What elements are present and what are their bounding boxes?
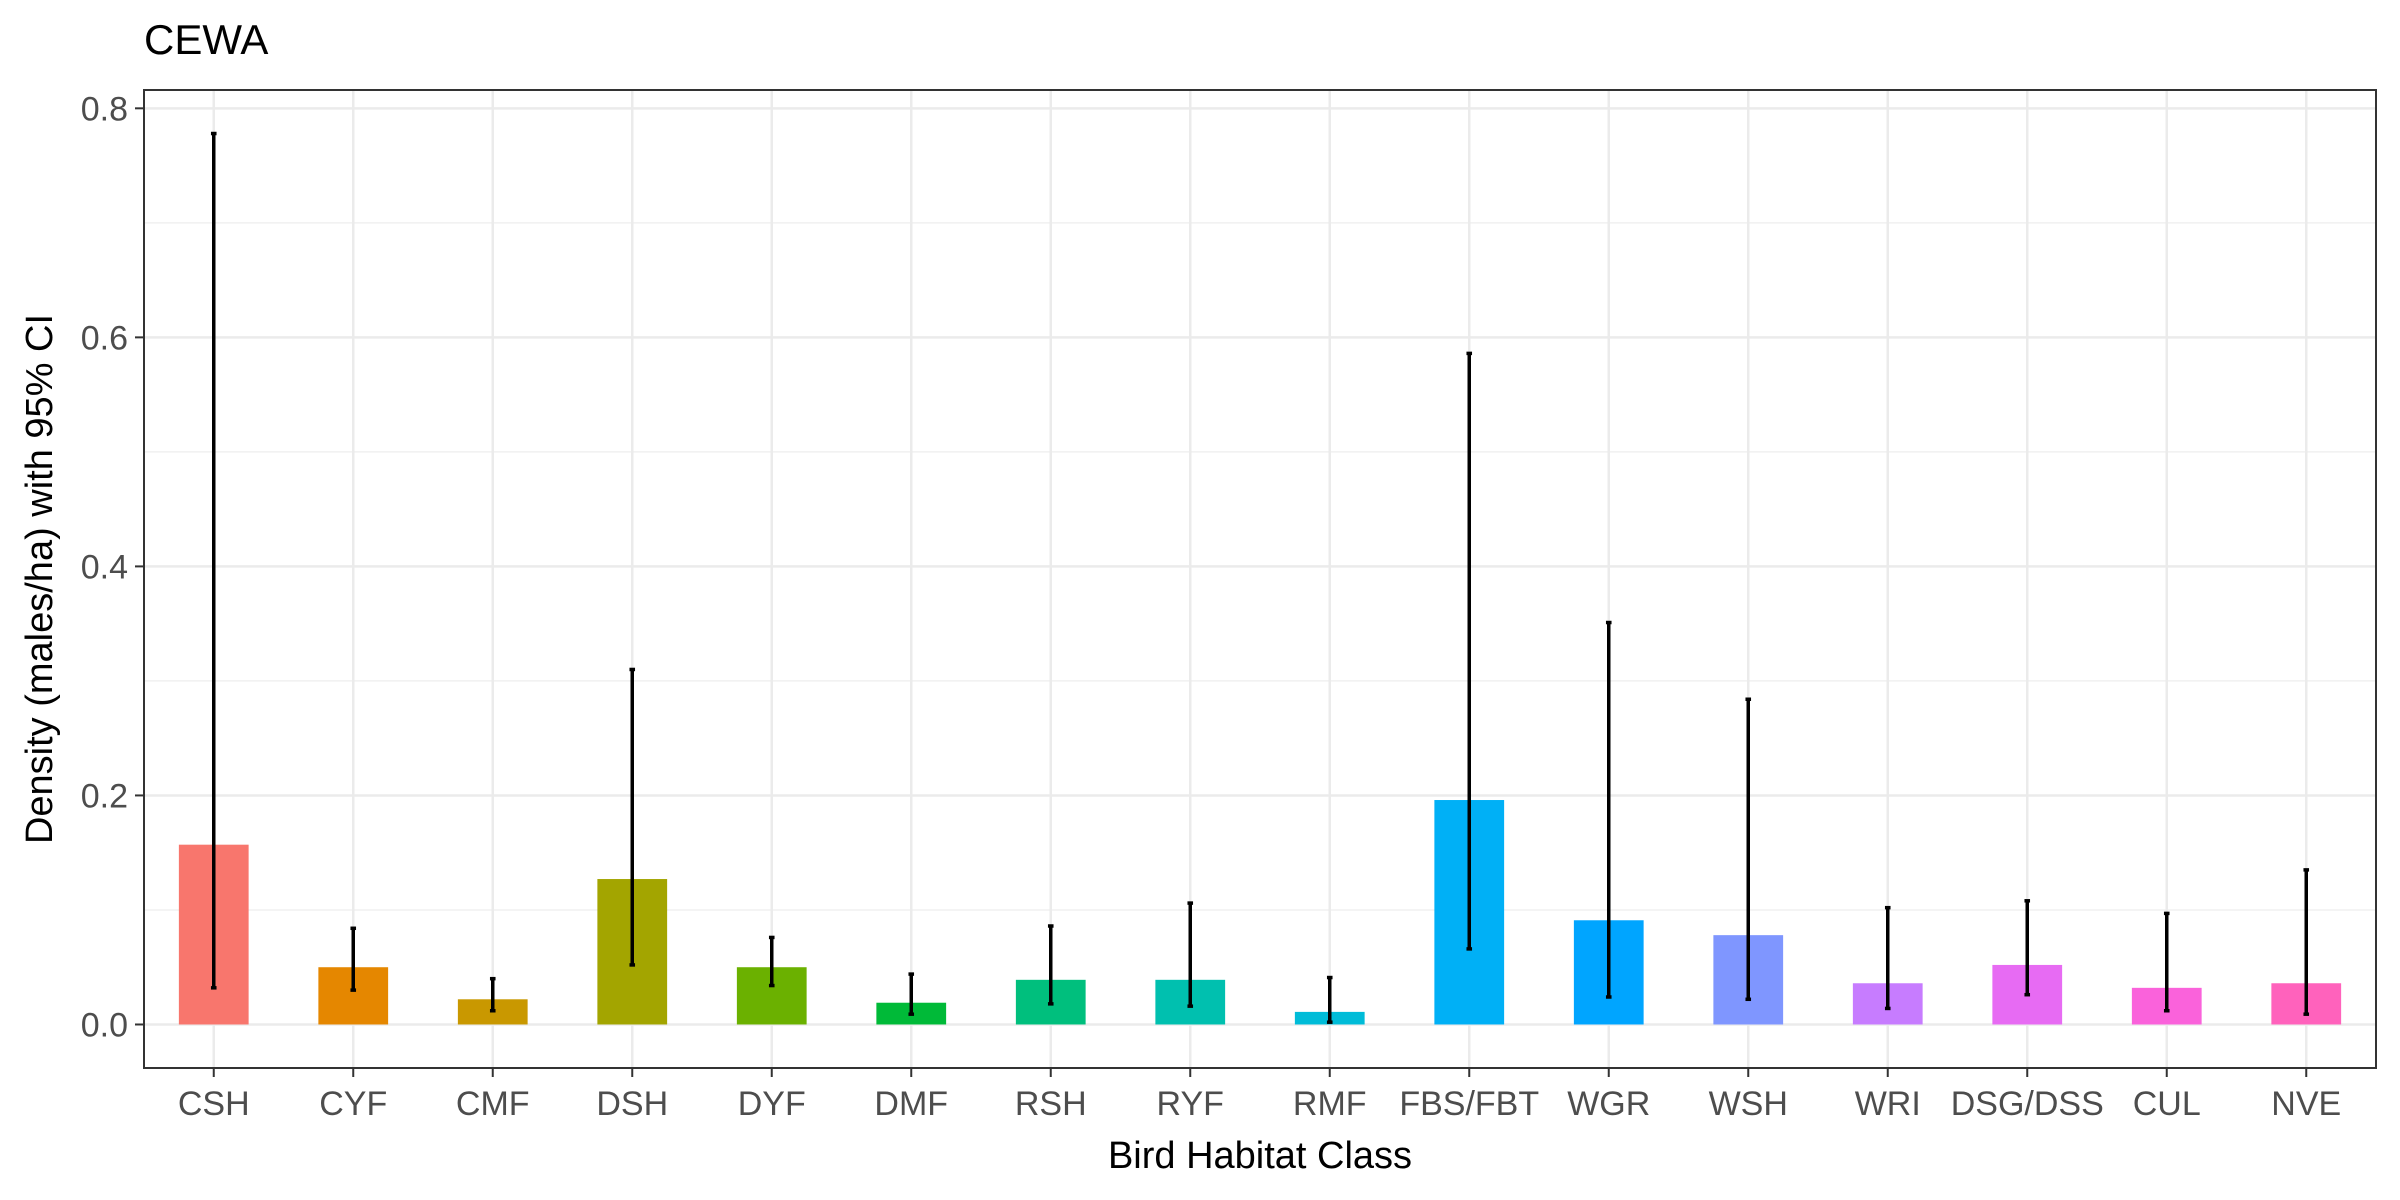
x-tick-label: NVE bbox=[2271, 1085, 2341, 1123]
x-axis-title: Bird Habitat Class bbox=[1108, 1135, 1412, 1177]
x-tick-label: RSH bbox=[1015, 1085, 1087, 1123]
y-tick-label: 0.0 bbox=[81, 1006, 128, 1044]
y-axis-ticks: 0.0 0.2 0.4 0.6 0.8 bbox=[81, 90, 144, 1044]
x-tick-label: DSH bbox=[596, 1085, 668, 1123]
x-tick-label: WRI bbox=[1855, 1085, 1921, 1123]
x-tick-label: FBS/FBT bbox=[1399, 1085, 1539, 1123]
x-tick-label: CMF bbox=[456, 1085, 530, 1123]
x-tick-label: DMF bbox=[874, 1085, 948, 1123]
y-tick-label: 0.2 bbox=[81, 777, 128, 815]
x-tick-label: RMF bbox=[1293, 1085, 1367, 1123]
x-tick-label: CUL bbox=[2133, 1085, 2201, 1123]
y-tick-label: 0.4 bbox=[81, 548, 128, 586]
x-tick-label: WGR bbox=[1567, 1085, 1650, 1123]
x-tick-label: CYF bbox=[319, 1085, 387, 1123]
y-tick-label: 0.6 bbox=[81, 319, 128, 357]
x-tick-label: CSH bbox=[178, 1085, 250, 1123]
plot-border bbox=[143, 89, 2377, 1069]
y-axis-title: Density (males/ha) with 95% CI bbox=[19, 314, 61, 844]
x-tick-label: DYF bbox=[738, 1085, 806, 1123]
grid-minor bbox=[144, 222, 2376, 911]
plot-panel bbox=[144, 90, 2376, 1068]
x-tick-label: DSG/DSS bbox=[1951, 1085, 2104, 1123]
chart-title: CEWA bbox=[144, 16, 268, 63]
y-tick-label: 0.8 bbox=[81, 90, 128, 128]
x-tick-label: RYF bbox=[1157, 1085, 1224, 1123]
x-tick-label: WSH bbox=[1709, 1085, 1788, 1123]
error-bars bbox=[210, 131, 2310, 1024]
x-axis-ticks: CSH CYF CMF DSH DYF DMF RSH RYF RMF FBS/FBT WGR WSH… bbox=[178, 1068, 2341, 1123]
